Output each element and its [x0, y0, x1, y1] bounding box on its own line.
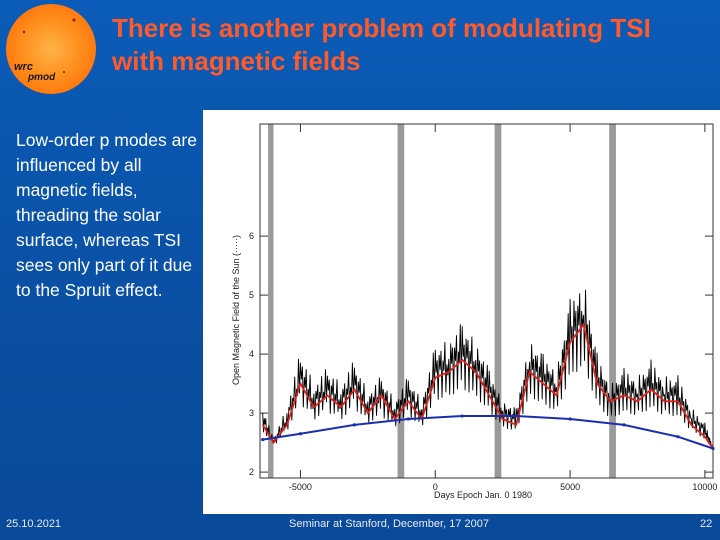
plot-frame: [259, 123, 714, 479]
fit-point: [568, 417, 572, 421]
shaded-band: [397, 124, 405, 478]
y-tick-label: 2: [249, 467, 254, 477]
y-axis-label: Open Magnetic Field of the Sun (·····): [231, 235, 241, 385]
chart-frame: [259, 123, 714, 479]
logo-text-bottom: pmod: [27, 72, 56, 83]
x-axis-label: Days Epoch Jan. 0 1980: [434, 490, 532, 500]
fit-point: [298, 432, 303, 436]
magnetic-field-chart: -5000 0 5000 10000 2 3 4 5 6 Open Magnetic Field…: [231, 123, 717, 500]
fit-point: [406, 417, 410, 421]
fit-point: [676, 435, 680, 439]
x-tick-label: 5000: [560, 482, 580, 492]
shaded-band: [268, 124, 274, 478]
fit-point: [352, 423, 356, 427]
shaded-band: [609, 124, 616, 478]
footer-page-number: 22: [700, 518, 713, 530]
shaded-band: [494, 124, 502, 478]
series-smoothed: [261, 322, 714, 450]
x-tick-label: 0: [433, 482, 438, 492]
chart-series: [261, 289, 715, 451]
fit-point: [460, 414, 464, 418]
y-tick-label: 4: [249, 349, 254, 359]
logo-text-top: wrc: [14, 61, 33, 73]
fit-point: [622, 423, 626, 427]
series-fit: [262, 415, 714, 450]
fit-point: [514, 414, 518, 418]
footer-date: 25.10.2021: [6, 518, 62, 530]
slide-title: There is another problem of modulating T…: [112, 12, 712, 78]
y-tick-label: 6: [249, 231, 254, 241]
y-tick-label: 5: [249, 290, 254, 300]
shaded-bands: [268, 124, 616, 478]
x-tick-label: 10000: [692, 482, 717, 492]
body-text: Low-order p modes are influenced by all …: [16, 130, 197, 300]
series-daily: [262, 289, 713, 449]
wrc-pmod-sun-logo: wrc pmod: [6, 4, 96, 94]
chart-ticks: -5000 0 5000 10000 2 3 4 5 6: [249, 124, 717, 492]
x-tick-label: -5000: [289, 482, 312, 492]
title-line-1: There is another problem of modulating T…: [112, 13, 651, 43]
fit-point: [711, 446, 715, 451]
y-tick-label: 3: [249, 408, 254, 418]
title-line-2: with magnetic fields: [112, 46, 361, 76]
chart-figure: -5000 0 5000 10000 2 3 4 5 6 Open Magnetic Field…: [203, 110, 720, 514]
fit-point: [261, 438, 265, 442]
footer-event: Seminar at Stanford, December, 17 2007: [289, 518, 489, 530]
